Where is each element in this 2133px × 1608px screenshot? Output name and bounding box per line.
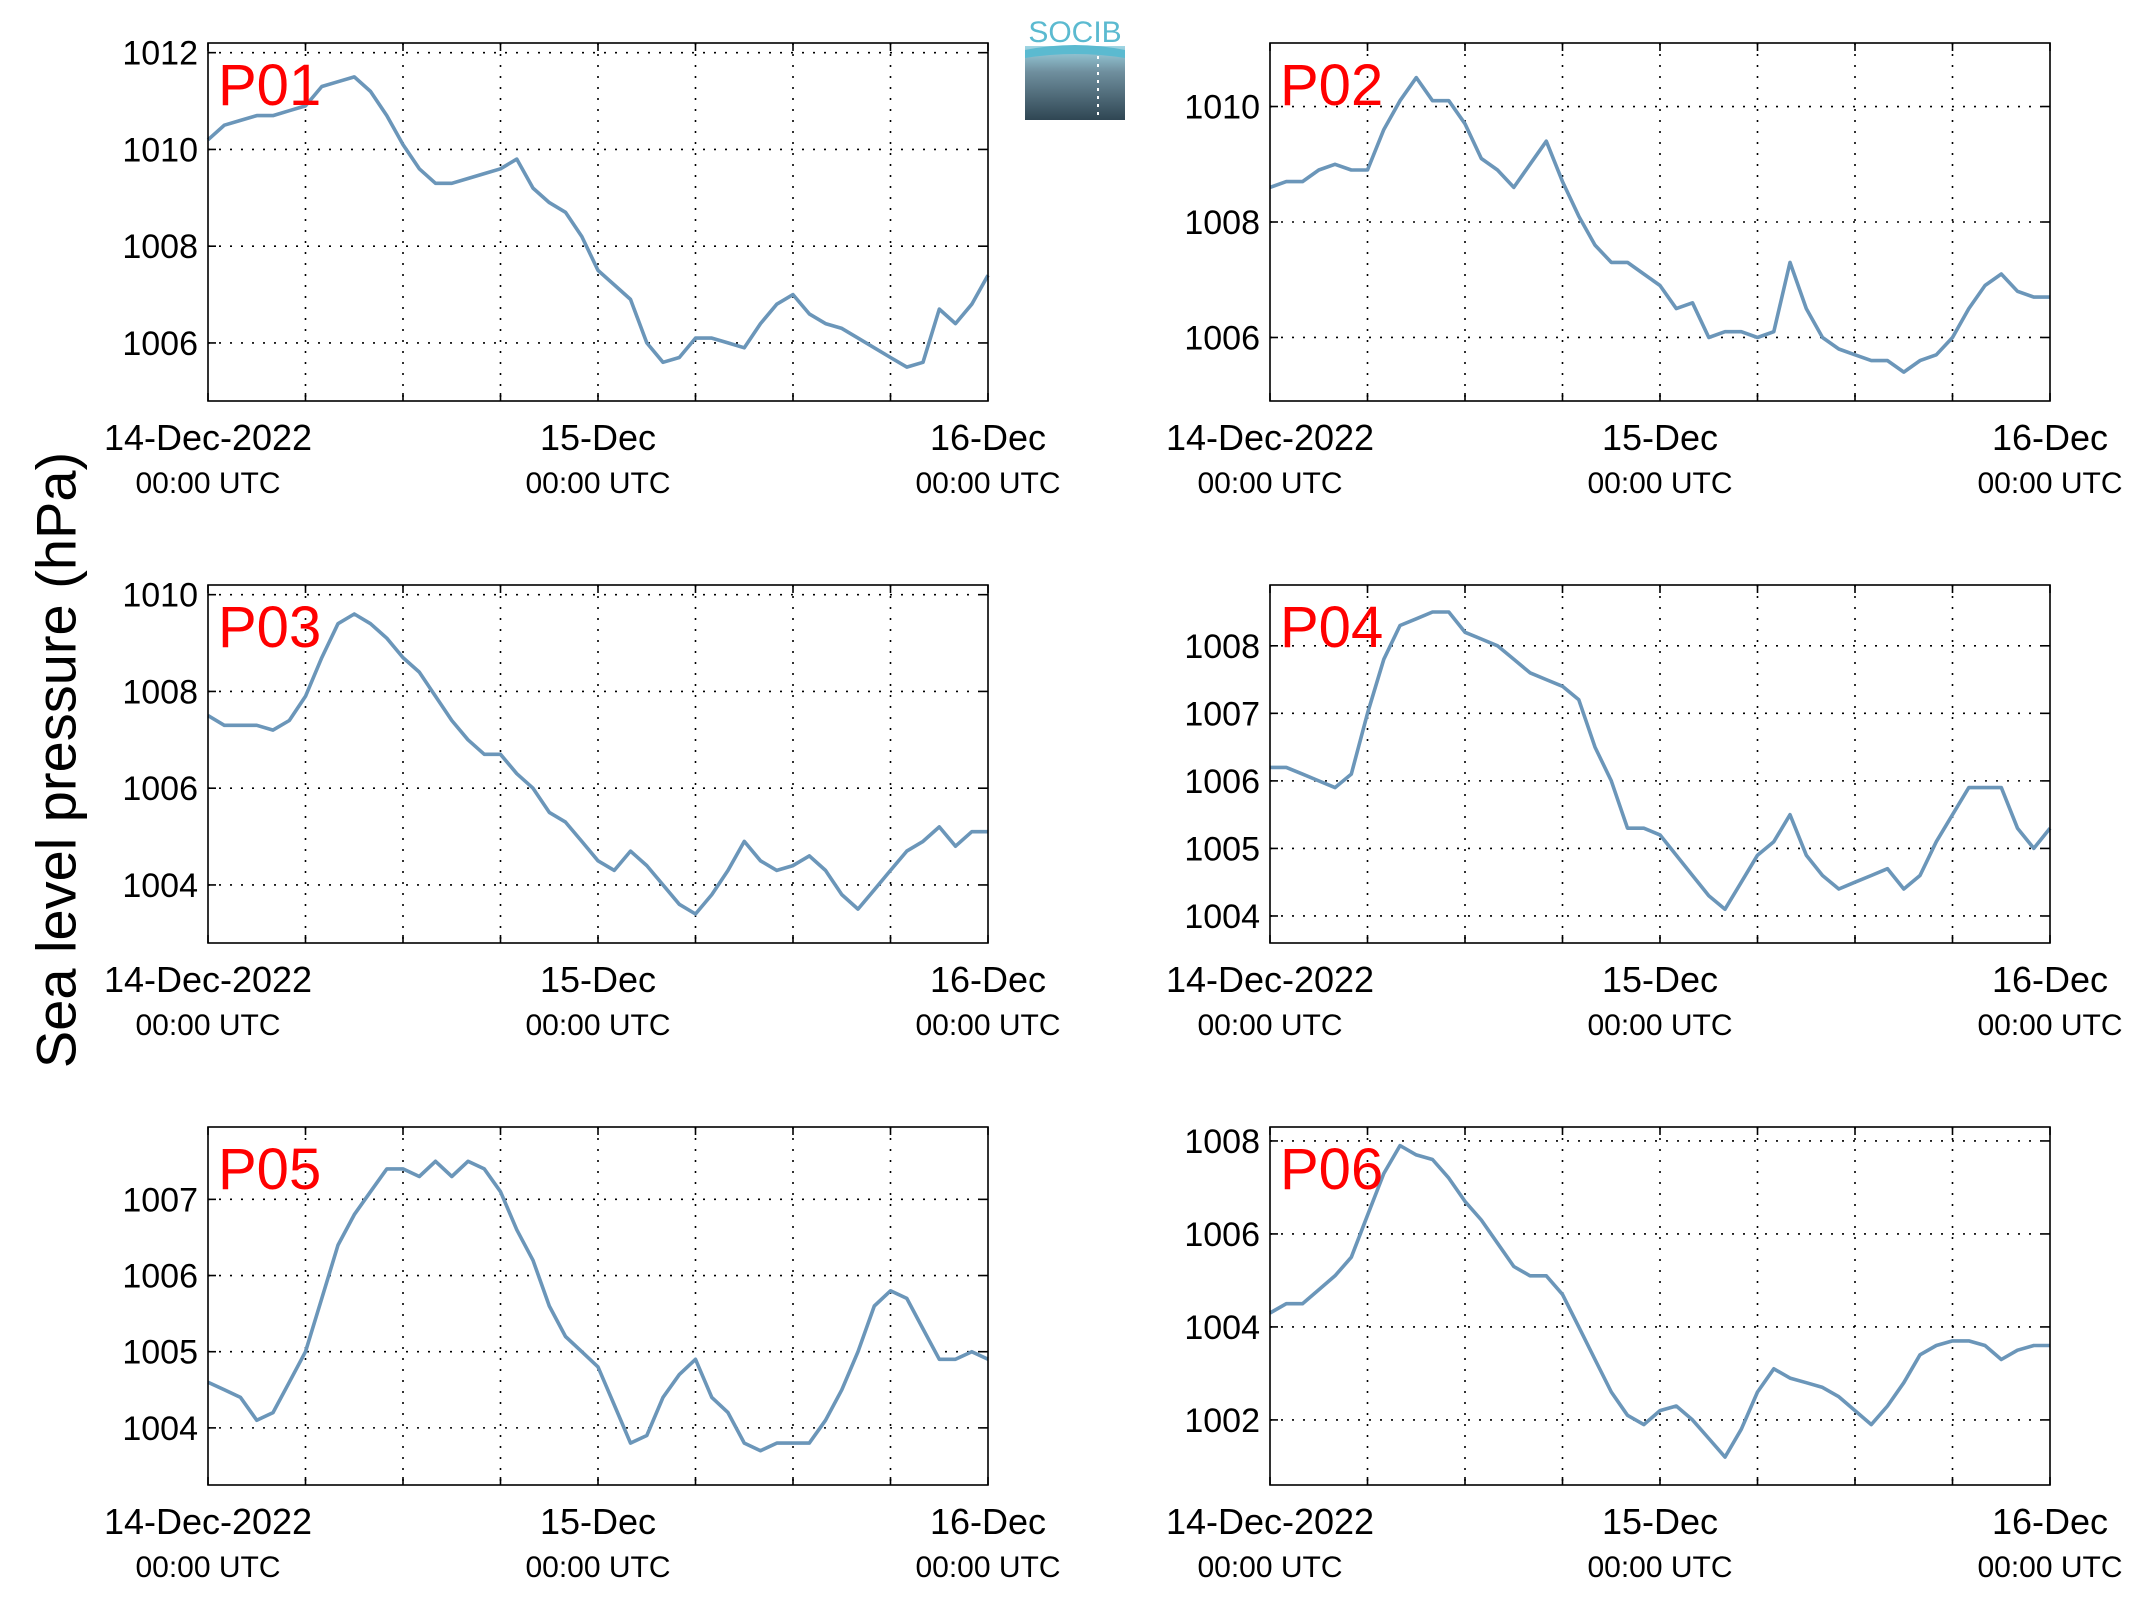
- panel-p06: 1002 1004 1006 1008 14-Dec-2022 00:00 UTC 15-D…: [1166, 1123, 2123, 1584]
- y-tick-label: 1006: [122, 1258, 198, 1296]
- x-tick-label-time: 00:00 UTC: [1197, 467, 1342, 500]
- x-tick-label-date: 14-Dec-2022: [104, 417, 312, 458]
- y-tick-label: 1006: [122, 325, 198, 363]
- axes-frame: [1269, 1126, 2051, 1486]
- x-tick-label-time: 00:00 UTC: [525, 1009, 670, 1042]
- x-tick-label-time: 00:00 UTC: [1587, 467, 1732, 500]
- panel-label: P02: [1280, 53, 1383, 118]
- series-line: [1269, 75, 2050, 374]
- logo-text: SOCIB: [1028, 16, 1121, 49]
- panel-p01: 1006 1008 1010 1012 14-Dec-2022 00:00 UTC 15-D…: [104, 35, 1061, 500]
- y-tick-label: 1007: [1184, 695, 1260, 733]
- x-tick-label-time: 00:00 UTC: [135, 467, 280, 500]
- y-tick-label: 1004: [1184, 898, 1260, 936]
- x-tick-label-time: 00:00 UTC: [135, 1551, 280, 1584]
- socib-logo: SOCIB: [1025, 16, 1125, 120]
- series-line: [1270, 610, 2052, 911]
- logo-block: [1025, 46, 1125, 120]
- axes-frame: [207, 584, 989, 944]
- panel-p03: 1004 1006 1008 1010 14-Dec-2022 00:00 UTC 15-D…: [104, 577, 1061, 1042]
- panel-label: P04: [1280, 595, 1383, 660]
- x-tick-label-time: 00:00 UTC: [915, 467, 1060, 500]
- x-tick-label-time: 00:00 UTC: [1977, 1009, 2122, 1042]
- y-tick-label: 1010: [122, 131, 198, 169]
- y-tick-label: 1006: [1184, 319, 1260, 357]
- y-tick-label: 1010: [122, 577, 198, 615]
- y-tick-label: 1005: [1184, 830, 1260, 868]
- x-tick-label-date: 16-Dec: [930, 417, 1046, 458]
- y-tick-label: 1006: [122, 770, 198, 808]
- x-tick-label-date: 14-Dec-2022: [1166, 1501, 1374, 1542]
- y-tick-label: 1002: [1184, 1402, 1260, 1440]
- x-tick-label-date: 16-Dec: [930, 1501, 1046, 1542]
- x-tick-label-date: 16-Dec: [1992, 417, 2108, 458]
- y-tick-label: 1008: [122, 673, 198, 711]
- y-tick-label: 1008: [1184, 1123, 1260, 1161]
- y-tick-label: 1006: [1184, 763, 1260, 801]
- y-tick-label: 1006: [1184, 1216, 1260, 1254]
- x-tick-label-time: 00:00 UTC: [1977, 1551, 2122, 1584]
- axes-frame: [1269, 584, 2051, 944]
- panel-label: P06: [1280, 1137, 1383, 1202]
- y-tick-label: 1004: [122, 1410, 198, 1448]
- x-tick-label-time: 00:00 UTC: [1197, 1009, 1342, 1042]
- x-tick-label-date: 15-Dec: [540, 417, 656, 458]
- panel-p05: 1004 1005 1006 1007 14-Dec-2022 00:00 UTC 15-D…: [104, 1126, 1061, 1584]
- y-axis-label: Sea level pressure (hPa): [24, 451, 88, 1069]
- x-tick-label-time: 00:00 UTC: [135, 1009, 280, 1042]
- x-tick-label-date: 14-Dec-2022: [1166, 417, 1374, 458]
- y-tick-label: 1007: [122, 1181, 198, 1219]
- panel-label: P01: [218, 53, 321, 118]
- y-tick-label: 1012: [122, 35, 198, 73]
- x-tick-label-date: 15-Dec: [1602, 1501, 1718, 1542]
- x-tick-label-date: 15-Dec: [1602, 417, 1718, 458]
- y-tick-label: 1010: [1184, 89, 1260, 127]
- x-tick-label-time: 00:00 UTC: [915, 1009, 1060, 1042]
- x-tick-label-date: 16-Dec: [930, 959, 1046, 1000]
- y-tick-label: 1004: [122, 867, 198, 905]
- x-tick-label-time: 00:00 UTC: [915, 1551, 1060, 1584]
- panel-label: P03: [218, 595, 321, 660]
- x-tick-label-date: 14-Dec-2022: [104, 959, 312, 1000]
- y-tick-label: 1008: [1184, 204, 1260, 242]
- x-tick-label-time: 00:00 UTC: [1197, 1551, 1342, 1584]
- y-tick-label: 1008: [122, 228, 198, 266]
- series-line: [1269, 1143, 2050, 1459]
- series-line: [207, 1159, 989, 1453]
- x-tick-label-time: 00:00 UTC: [1977, 467, 2122, 500]
- x-tick-label-date: 15-Dec: [540, 1501, 656, 1542]
- series-line: [207, 612, 988, 916]
- y-tick-label: 1005: [122, 1334, 198, 1372]
- axes-frame: [1269, 42, 2051, 402]
- panel-p02: 1006 1008 1010 14-Dec-2022 00:00 UTC 15-Dec 00…: [1166, 42, 2123, 500]
- x-tick-label-date: 14-Dec-2022: [1166, 959, 1374, 1000]
- series-line: [206, 75, 990, 369]
- y-tick-label: 1008: [1184, 628, 1260, 666]
- x-tick-label-date: 16-Dec: [1992, 959, 2108, 1000]
- x-tick-label-time: 00:00 UTC: [1587, 1009, 1732, 1042]
- logo-wave: [1025, 45, 1125, 58]
- x-tick-label-time: 00:00 UTC: [525, 1551, 670, 1584]
- x-tick-label-date: 15-Dec: [1602, 959, 1718, 1000]
- panel-label: P05: [218, 1137, 321, 1202]
- axes-frame: [207, 1126, 989, 1486]
- panel-p04: 1004 1005 1006 1007 1008 14-Dec-2022 00:00 UTC…: [1166, 584, 2123, 1042]
- x-tick-label-date: 15-Dec: [540, 959, 656, 1000]
- panels: 1006 1008 1010 1012 14-Dec-2022 00:00 UTC 15-D…: [104, 35, 2123, 1584]
- x-tick-label-time: 00:00 UTC: [525, 467, 670, 500]
- x-tick-label-time: 00:00 UTC: [1587, 1551, 1732, 1584]
- y-tick-label: 1004: [1184, 1309, 1260, 1347]
- x-tick-label-date: 14-Dec-2022: [104, 1501, 312, 1542]
- x-tick-label-date: 16-Dec: [1992, 1501, 2108, 1542]
